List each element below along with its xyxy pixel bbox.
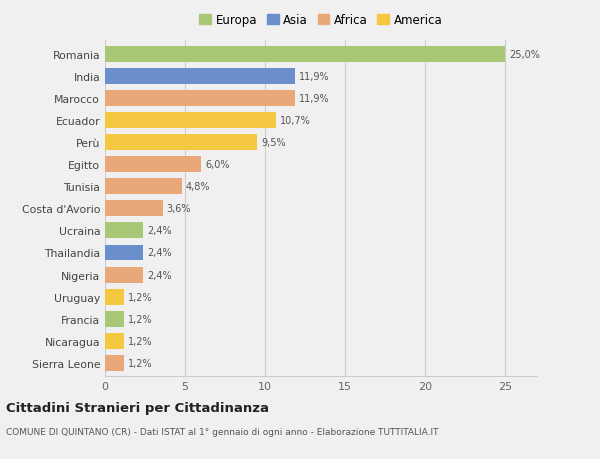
- Text: 11,9%: 11,9%: [299, 94, 330, 104]
- Text: 9,5%: 9,5%: [261, 138, 286, 148]
- Text: 4,8%: 4,8%: [186, 182, 211, 192]
- Text: 1,2%: 1,2%: [128, 292, 153, 302]
- Text: 2,4%: 2,4%: [148, 248, 172, 258]
- Bar: [105, 157, 201, 173]
- Bar: [105, 113, 276, 129]
- Bar: [105, 179, 182, 195]
- Bar: [105, 267, 143, 283]
- Bar: [105, 91, 295, 106]
- Text: 25,0%: 25,0%: [509, 50, 540, 60]
- Bar: [105, 355, 124, 371]
- Text: 2,4%: 2,4%: [148, 270, 172, 280]
- Text: 2,4%: 2,4%: [148, 226, 172, 236]
- Bar: [105, 223, 143, 239]
- Bar: [105, 47, 505, 62]
- Text: Cittadini Stranieri per Cittadinanza: Cittadini Stranieri per Cittadinanza: [6, 401, 269, 414]
- Text: 3,6%: 3,6%: [167, 204, 191, 214]
- Text: 1,2%: 1,2%: [128, 358, 153, 368]
- Bar: [105, 333, 124, 349]
- Bar: [105, 135, 257, 151]
- Bar: [105, 201, 163, 217]
- Text: COMUNE DI QUINTANO (CR) - Dati ISTAT al 1° gennaio di ogni anno - Elaborazione T: COMUNE DI QUINTANO (CR) - Dati ISTAT al …: [6, 427, 439, 436]
- Text: 1,2%: 1,2%: [128, 314, 153, 324]
- Text: 11,9%: 11,9%: [299, 72, 330, 82]
- Bar: [105, 289, 124, 305]
- Text: 6,0%: 6,0%: [205, 160, 229, 170]
- Bar: [105, 311, 124, 327]
- Legend: Europa, Asia, Africa, America: Europa, Asia, Africa, America: [199, 14, 443, 27]
- Bar: [105, 69, 295, 84]
- Text: 1,2%: 1,2%: [128, 336, 153, 346]
- Bar: [105, 245, 143, 261]
- Text: 10,7%: 10,7%: [280, 116, 311, 126]
